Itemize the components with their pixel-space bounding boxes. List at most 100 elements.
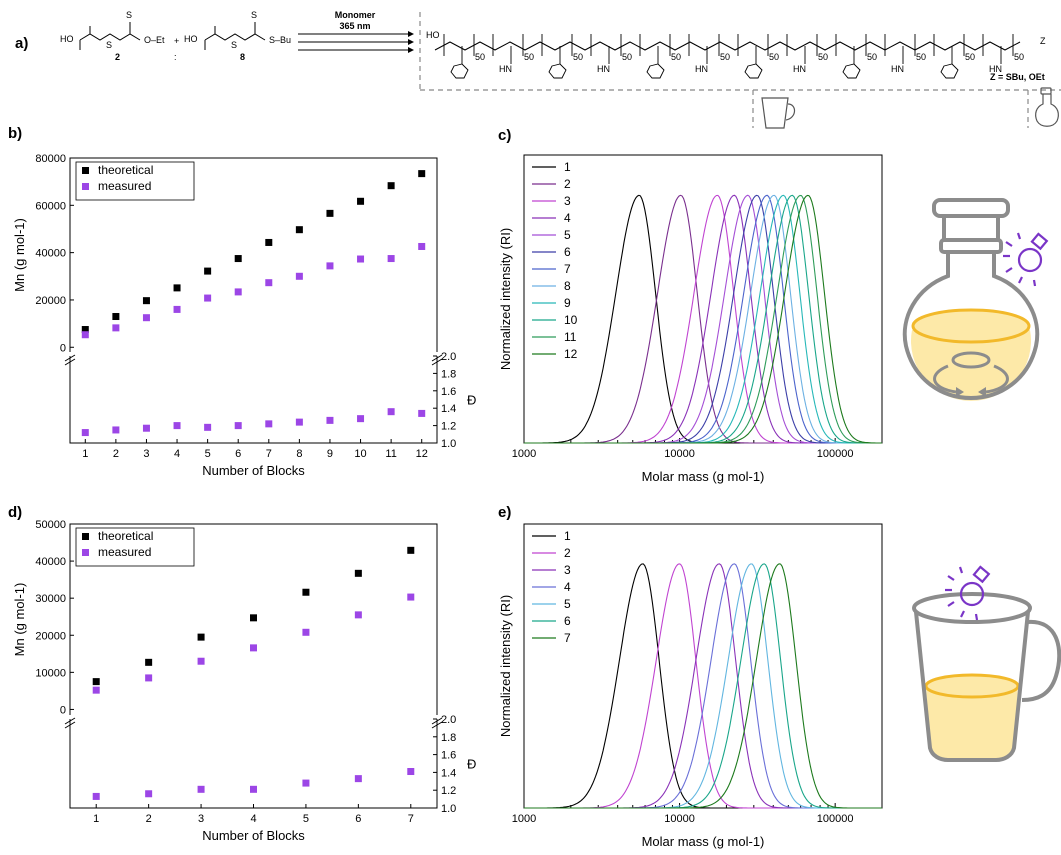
morpholine-ring <box>940 63 959 79</box>
degree-of-polymerization: 50 <box>965 52 975 62</box>
data-point-top <box>387 255 395 263</box>
product-dashed-box <box>419 12 1061 128</box>
legend-label: 3 <box>564 563 571 577</box>
legend-marker <box>82 533 89 540</box>
data-point-top <box>173 305 181 313</box>
amide-nh: HN <box>597 64 610 74</box>
x-tick-label: 10000 <box>664 813 695 825</box>
y-tick-label-top: 10000 <box>35 667 66 679</box>
data-point-top <box>81 331 89 339</box>
data-point-top <box>112 324 120 332</box>
reagent-8-acid: HO <box>184 34 198 44</box>
sec-trace-7 <box>524 563 882 809</box>
y-tick-label-top: 80000 <box>35 153 66 165</box>
amide-nh: HN <box>989 64 1002 74</box>
legend-label: 5 <box>564 228 571 242</box>
data-point-top <box>407 546 415 554</box>
legend-marker <box>82 167 89 174</box>
panel-label-c: c) <box>498 127 511 144</box>
legend-label: measured <box>98 179 151 193</box>
data-point-top <box>354 569 362 577</box>
data-point-top <box>204 267 212 275</box>
x-tick-label: 12 <box>416 448 428 460</box>
legend-label: 6 <box>564 614 571 628</box>
panel-label-e: e) <box>498 504 511 521</box>
y-tick-label-bottom: 1.2 <box>441 421 456 433</box>
y-tick-label-top: 30000 <box>35 593 66 605</box>
y-tick-label-bottom: 1.0 <box>441 803 456 815</box>
repeat-unit-bracket <box>688 34 720 56</box>
data-point-top <box>173 284 181 292</box>
svg-text:S: S <box>126 10 132 20</box>
legend-label: 4 <box>564 211 571 225</box>
data-point-top <box>145 674 153 682</box>
data-point-top <box>234 255 242 263</box>
data-point-bottom <box>142 424 150 432</box>
bottom-plot-frame <box>69 719 438 809</box>
panel-label-d: d) <box>8 504 22 521</box>
y-tick-label-top: 50000 <box>35 519 66 531</box>
sec-trace-5 <box>524 563 882 809</box>
x-tick-label: 100000 <box>817 813 854 825</box>
sec-trace-12 <box>524 194 882 444</box>
data-point-bottom <box>326 416 334 424</box>
round-bottom-flask-icon <box>902 198 1040 401</box>
top-plot-frame <box>69 157 438 352</box>
top-plot-frame <box>69 523 438 715</box>
data-point-bottom <box>265 420 273 428</box>
reagent-2-number: 2 <box>115 52 120 62</box>
panel-label-a: a) <box>15 35 28 52</box>
y-tick-label-bottom: 1.0 <box>441 438 456 450</box>
x-tick-label: 7 <box>408 813 414 825</box>
data-point-bottom <box>418 409 426 417</box>
legend-label: theoretical <box>98 529 153 543</box>
ratio-separator: : <box>174 52 177 62</box>
product-acid: HO <box>426 30 440 40</box>
legend-box <box>75 161 195 201</box>
degree-of-polymerization: 50 <box>524 52 534 62</box>
light-bulb-icon <box>945 565 991 621</box>
legend-marker <box>82 549 89 556</box>
y-tick-label-top: 20000 <box>35 295 66 307</box>
reagent-8-group: S–Bu <box>269 35 291 45</box>
legend-label: 3 <box>564 194 571 208</box>
amide-nh: HN <box>695 64 708 74</box>
x-axis-label: Number of Blocks <box>202 828 305 843</box>
legend-label: 7 <box>564 631 571 645</box>
x-tick-label: 1 <box>82 448 88 460</box>
sec-trace-4 <box>524 563 882 809</box>
block-copolymer-structure <box>434 41 1021 51</box>
morpholine-ring <box>548 63 567 79</box>
x-tick-label: 7 <box>266 448 272 460</box>
data-point-top <box>302 628 310 636</box>
x-tick-label: 11 <box>385 448 396 460</box>
y-tick-label-bottom: 1.4 <box>441 403 456 415</box>
x-tick-label: 5 <box>205 448 211 460</box>
data-point-bottom <box>357 415 365 423</box>
x-tick-label: 100000 <box>817 448 854 460</box>
repeat-unit-bracket <box>443 34 475 56</box>
x-axis-label: Number of Blocks <box>202 463 305 478</box>
x-tick-label: 6 <box>355 813 361 825</box>
x-tick-label: 4 <box>174 448 180 460</box>
y-tick-label-bottom: 2.0 <box>441 714 456 726</box>
legend-label: 8 <box>564 279 571 293</box>
degree-of-polymerization: 50 <box>720 52 730 62</box>
data-point-top <box>295 272 303 280</box>
data-point-top <box>418 170 426 178</box>
repeat-unit-bracket <box>835 34 867 56</box>
y-tick-label-bottom: 1.8 <box>441 368 456 380</box>
round-bottom-flask-icon <box>1035 87 1059 127</box>
morpholine-ring <box>646 63 665 79</box>
sec-trace-2 <box>524 563 882 809</box>
data-point-bottom <box>197 785 205 793</box>
legend-label: 9 <box>564 296 571 310</box>
reagent-8-number: 8 <box>240 52 245 62</box>
reagent-2-structure <box>79 22 141 50</box>
data-point-bottom <box>407 768 415 776</box>
panel-label-b: b) <box>8 125 22 142</box>
sec-trace-5 <box>524 194 882 444</box>
data-point-bottom <box>354 775 362 783</box>
repeat-unit-bracket <box>639 34 671 56</box>
